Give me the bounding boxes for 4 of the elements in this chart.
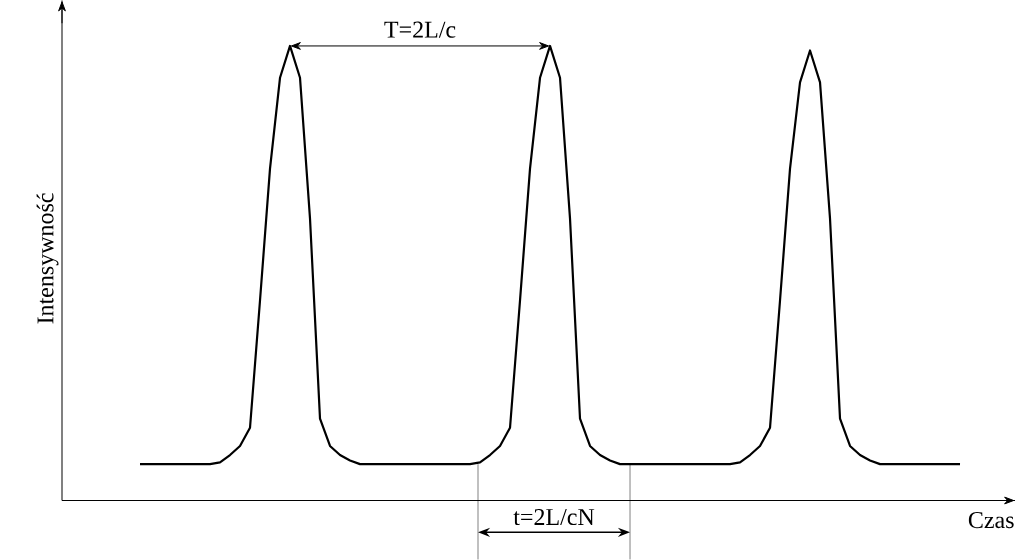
y-axis-title: Intensywność	[36, 193, 59, 324]
text: t=2L/cN	[513, 509, 595, 526]
x-axis-title: Czas	[968, 512, 1014, 529]
text: T=2L/c	[384, 21, 456, 38]
